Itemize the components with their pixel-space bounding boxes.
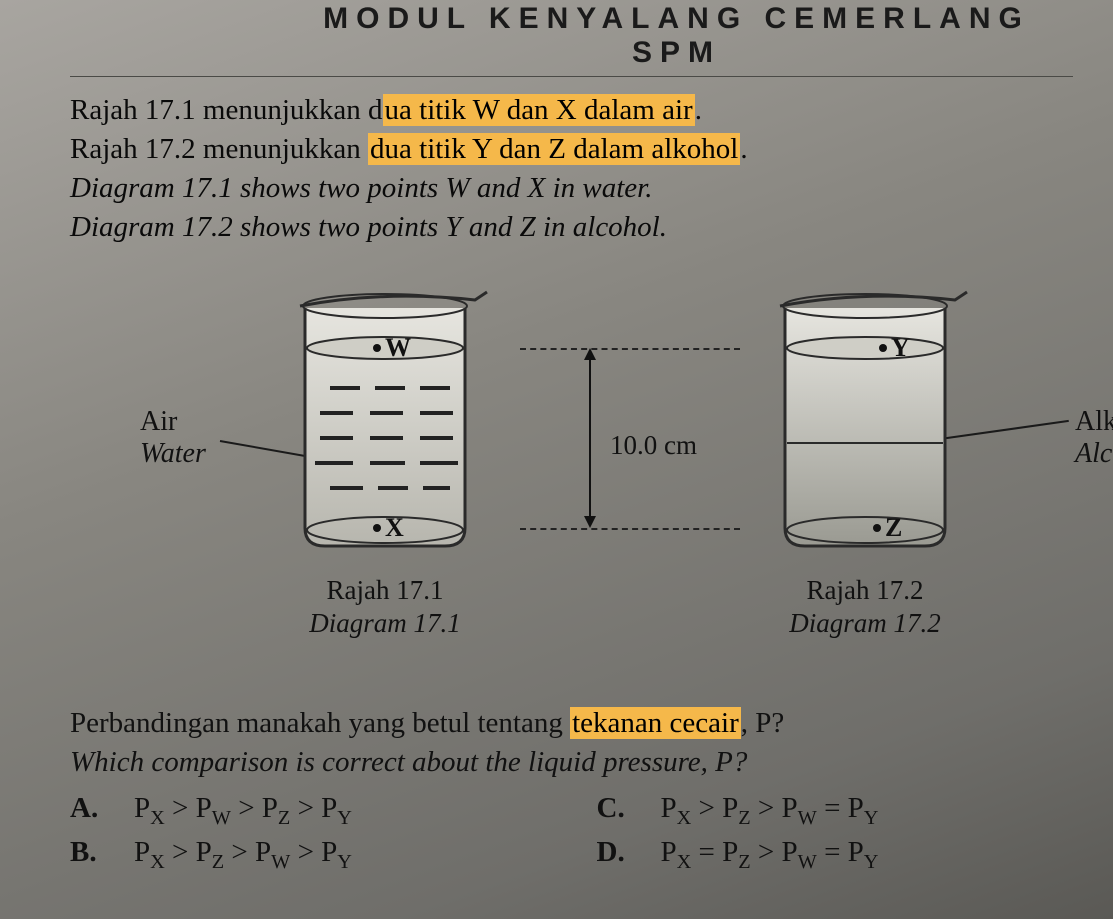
question-block: Perbandingan manakah yang betul tentang … bbox=[70, 704, 1073, 782]
label-alcohol: Alkohol Alcohol bbox=[1075, 406, 1113, 470]
intro-block: Rajah 17.1 menunjukkan dua titik W dan X… bbox=[70, 91, 1073, 248]
intro-bm1-a: Rajah 17.1 menunjukkan d bbox=[70, 94, 383, 126]
beaker-alcohol: Y Z Rajah 17.2 Diagram 17.2 bbox=[750, 278, 980, 642]
options-grid: A. PX > PW > PZ > PY C. PX > PZ > PW = P… bbox=[70, 792, 1073, 874]
question-bm-highlight: tekanan cecair bbox=[570, 707, 741, 739]
caption-left: Rajah 17.1 Diagram 17.1 bbox=[270, 574, 500, 642]
dash-line-top bbox=[520, 348, 740, 350]
dimension-group: 10.0 cm bbox=[540, 348, 720, 548]
label-alcohol-en: Alcohol bbox=[1075, 438, 1113, 470]
option-d-letter: D. bbox=[597, 836, 631, 874]
intro-bm-line-2: Rajah 17.2 menunjukkan dua titik Y dan Z… bbox=[70, 130, 1073, 169]
caption-right: Rajah 17.2 Diagram 17.2 bbox=[750, 574, 980, 642]
point-y-label: Y bbox=[891, 333, 910, 362]
dimension-label: 10.0 cm bbox=[610, 430, 697, 461]
question-bm-b: , P? bbox=[741, 707, 785, 739]
intro-bm2-a: Rajah 17.2 menunjukkan bbox=[70, 133, 368, 165]
point-w-label: W bbox=[385, 333, 411, 362]
option-a-letter: A. bbox=[70, 792, 104, 830]
option-b-expr: PX > PZ > PW > PY bbox=[134, 836, 352, 874]
intro-en-line-1: Diagram 17.1 shows two points W and X in… bbox=[70, 169, 1073, 208]
caption-left-bm: Rajah 17.1 bbox=[270, 574, 500, 608]
option-c-expr: PX > PZ > PW = PY bbox=[661, 792, 879, 830]
intro-bm2-b: . bbox=[740, 133, 747, 165]
option-d-expr: PX = PZ > PW = PY bbox=[661, 836, 879, 874]
beaker-alcohol-svg: Y Z bbox=[755, 278, 975, 558]
option-b-letter: B. bbox=[70, 836, 104, 874]
option-b[interactable]: B. PX > PZ > PW > PY bbox=[70, 836, 547, 874]
label-water: Air Water bbox=[140, 406, 206, 470]
point-z-label: Z bbox=[885, 513, 902, 542]
intro-bm1-b: . bbox=[695, 94, 702, 126]
option-c[interactable]: C. PX > PZ > PW = PY bbox=[597, 792, 1074, 830]
question-bm: Perbandingan manakah yang betul tentang … bbox=[70, 704, 1073, 743]
intro-bm1-highlight: ua titik W dan X dalam air bbox=[383, 94, 695, 126]
label-water-en: Water bbox=[140, 438, 206, 470]
option-a[interactable]: A. PX > PW > PZ > PY bbox=[70, 792, 547, 830]
page-title: MODUL KENYALANG CEMERLANG SPM bbox=[70, 0, 1073, 76]
dimension-arrow-icon bbox=[580, 348, 600, 528]
option-a-expr: PX > PW > PZ > PY bbox=[134, 792, 352, 830]
option-d[interactable]: D. PX = PZ > PW = PY bbox=[597, 836, 1074, 874]
label-water-bm: Air bbox=[140, 406, 206, 438]
caption-right-en: Diagram 17.2 bbox=[750, 607, 980, 641]
beaker-water: W X Rajah 17.1 Diagram 17.1 bbox=[270, 278, 500, 642]
option-c-letter: C. bbox=[597, 792, 631, 830]
caption-right-bm: Rajah 17.2 bbox=[750, 574, 980, 608]
figure-area: Air Water Alkohol Alcohol 10.0 cm bbox=[70, 278, 1073, 668]
label-alcohol-bm: Alkohol bbox=[1075, 406, 1113, 438]
caption-left-en: Diagram 17.1 bbox=[270, 607, 500, 641]
intro-en-line-2: Diagram 17.2 shows two points Y and Z in… bbox=[70, 208, 1073, 247]
question-en: Which comparison is correct about the li… bbox=[70, 743, 1073, 782]
divider bbox=[70, 76, 1073, 77]
intro-bm2-highlight: dua titik Y dan Z dalam alkohol bbox=[368, 133, 740, 165]
question-bm-a: Perbandingan manakah yang betul tentang bbox=[70, 707, 570, 739]
dash-line-bottom bbox=[520, 528, 740, 530]
beaker-water-svg: W X bbox=[275, 278, 495, 558]
intro-bm-line-1: Rajah 17.1 menunjukkan dua titik W dan X… bbox=[70, 91, 1073, 130]
point-x-label: X bbox=[385, 513, 404, 542]
